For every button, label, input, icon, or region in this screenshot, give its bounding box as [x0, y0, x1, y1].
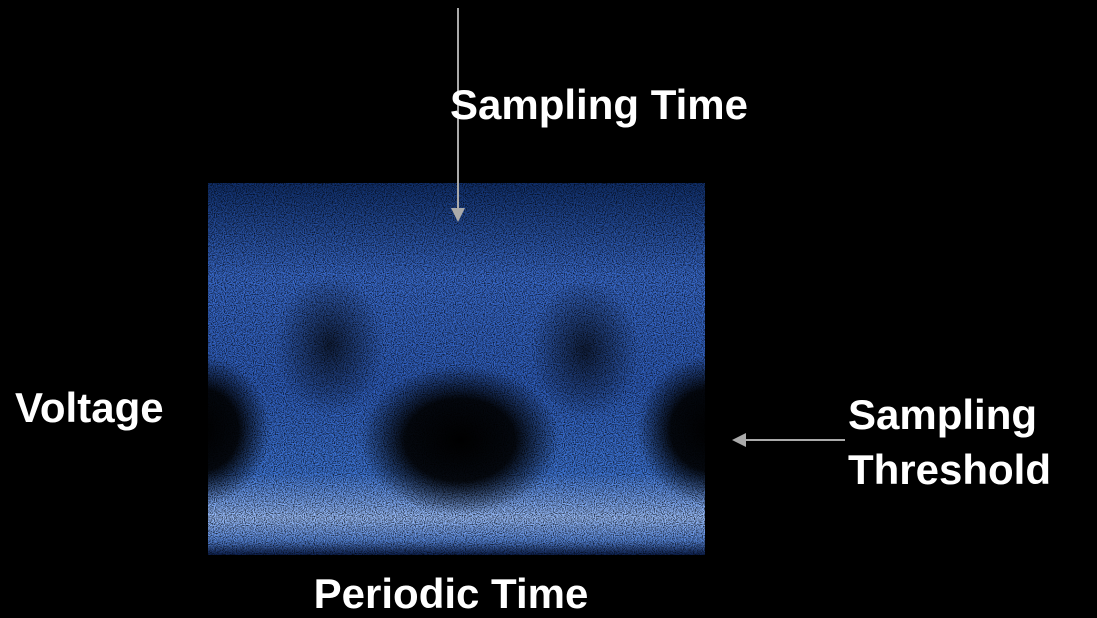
- threshold-label: Sampling: [848, 391, 1037, 438]
- eye-diagram: [208, 183, 705, 555]
- voltage-label: Voltage: [15, 384, 164, 431]
- periodic-time-label: Periodic Time: [314, 570, 589, 617]
- threshold-label: Threshold: [848, 446, 1051, 493]
- arrow-head: [451, 208, 465, 222]
- sampling-time-label: Sampling Time: [450, 81, 748, 128]
- arrow-head: [732, 433, 746, 447]
